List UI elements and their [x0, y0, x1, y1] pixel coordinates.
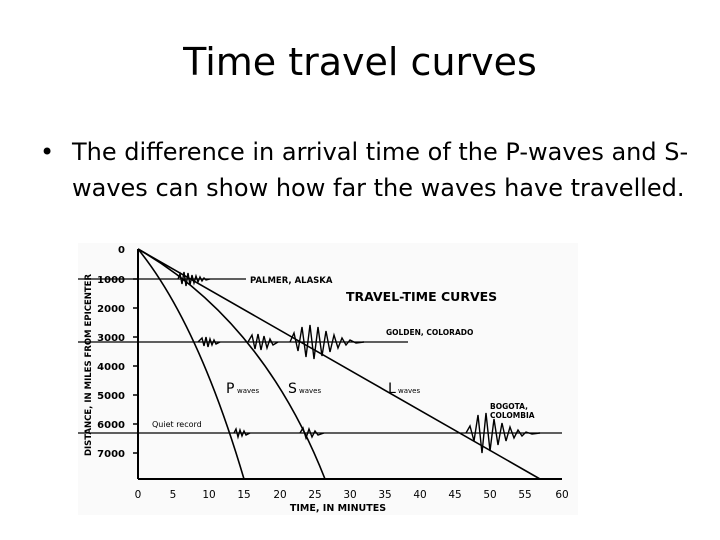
station-label-golden: GOLDEN, COLORADO: [386, 328, 473, 337]
y-axis-label: DISTANCE, IN MILES FROM EPICENTER: [84, 274, 94, 457]
palmer-trace: [177, 271, 211, 287]
y-tick-label: 3000: [97, 333, 125, 344]
figure-heading: TRAVEL-TIME CURVES: [346, 289, 497, 304]
travel-time-figure: 0 1000 2000 3000 4000 5000 6000 7000 DIS…: [78, 243, 578, 515]
y-tick-label: 1000: [97, 275, 125, 286]
golden-trace-l: [289, 324, 365, 360]
golden-trace-s: [247, 333, 279, 351]
y-tick-labels: 0 1000 2000 3000 4000 5000 6000 7000: [97, 245, 125, 460]
slide-title: Time travel curves: [183, 40, 537, 84]
wave-labels: P waves S waves L waves: [226, 381, 420, 397]
l-wave-word: waves: [398, 387, 420, 395]
x-tick-label: 40: [413, 489, 426, 501]
l-wave-curve: [137, 248, 541, 480]
station-label-colombia: COLOMBIA: [490, 411, 535, 420]
quiet-record-label: Quiet record: [152, 420, 202, 429]
s-wave-letter: S: [288, 381, 297, 397]
y-tick-label: 0: [118, 245, 125, 256]
bogota-trace-l: [465, 412, 541, 454]
y-tick-label: 6000: [97, 420, 125, 431]
golden-trace-p: [197, 336, 221, 348]
p-wave-word: waves: [237, 387, 259, 395]
x-tick-label: 50: [483, 489, 496, 501]
x-tick-label: 0: [135, 489, 142, 501]
x-tick-label: 60: [555, 489, 568, 501]
x-tick-label: 55: [518, 489, 531, 501]
bullet-dot: •: [40, 138, 55, 166]
station-label-bogota: BOGOTA,: [490, 402, 528, 411]
bogota-trace-p: [233, 426, 251, 440]
p-wave-curve: [137, 248, 245, 480]
p-wave-letter: P: [226, 381, 234, 397]
bullet-text: The difference in arrival time of the P-…: [72, 138, 689, 202]
x-tick-label: 45: [448, 489, 461, 501]
axes: [137, 249, 562, 480]
station-labels: PALMER, ALASKA GOLDEN, COLORADO BOGOTA, …: [250, 276, 535, 420]
y-tick-label: 7000: [97, 449, 125, 460]
x-tick-label: 30: [343, 489, 356, 501]
x-tick-label: 35: [378, 489, 391, 501]
x-tick-label: 5: [170, 489, 177, 501]
seismograms: [177, 271, 541, 454]
station-label-palmer: PALMER, ALASKA: [250, 276, 333, 286]
y-tick-label: 4000: [97, 362, 125, 373]
x-tick-label: 10: [202, 489, 215, 501]
s-wave-curve: [137, 248, 326, 480]
s-wave-word: waves: [299, 387, 321, 395]
x-tick-label: 20: [273, 489, 286, 501]
y-tick-label: 5000: [97, 391, 125, 402]
x-tick-label: 15: [237, 489, 250, 501]
travel-time-curves: [137, 248, 541, 480]
l-wave-letter: L: [388, 381, 396, 397]
x-axis-label: TIME, IN MINUTES: [290, 503, 386, 514]
y-tick-label: 2000: [97, 304, 125, 315]
x-tick-label: 25: [308, 489, 321, 501]
x-tick-labels: 0 5 10 15 20 25 30 35 40 45 50 55 60: [135, 489, 569, 501]
